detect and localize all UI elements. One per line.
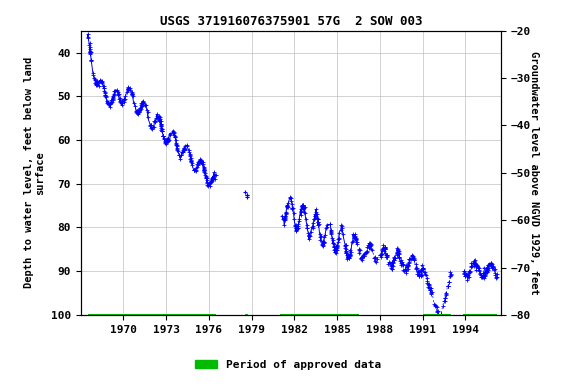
Legend: Period of approved data: Period of approved data (191, 356, 385, 375)
Bar (245, 314, 248, 316)
Title: USGS 371916076375901 57G  2 SOW 003: USGS 371916076375901 57G 2 SOW 003 (160, 15, 422, 28)
Bar (463, 314, 497, 316)
Y-axis label: Depth to water level, feet below land
surface: Depth to water level, feet below land su… (24, 57, 45, 288)
Bar (280, 314, 359, 316)
Y-axis label: Groundwater level above NGVD 1929, feet: Groundwater level above NGVD 1929, feet (529, 51, 540, 295)
Bar (423, 314, 451, 316)
Bar (88, 314, 216, 316)
